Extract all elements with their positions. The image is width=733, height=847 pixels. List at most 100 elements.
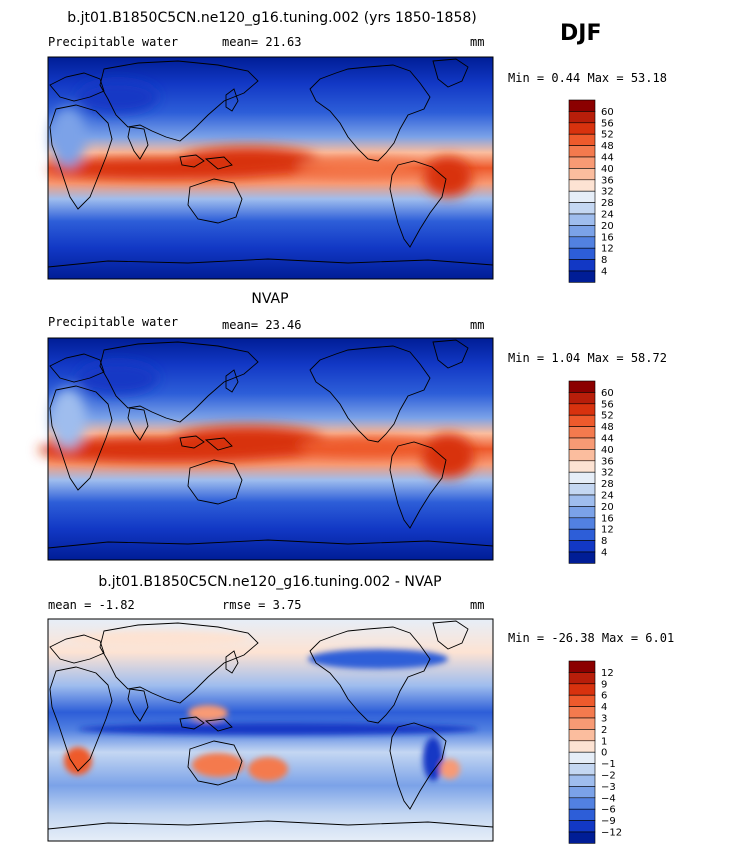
colorbar-tick-label: 60	[601, 388, 614, 399]
colorbar-tick-label: 12	[601, 244, 614, 255]
colorbar-swatch	[568, 540, 596, 553]
colorbar-tick-label: 8	[601, 255, 607, 266]
colorbar-swatch	[568, 528, 596, 541]
colorbar-tick-label: 24	[601, 210, 614, 221]
colorbar-swatch	[568, 683, 596, 696]
colorbar-tick-label: 48	[601, 422, 614, 433]
colorbar-swatch	[568, 190, 596, 203]
colorbar-swatch	[568, 494, 596, 507]
colorbar-tick-label: 56	[601, 399, 614, 410]
panel-title: NVAP	[251, 291, 288, 307]
colorbar-swatch	[568, 202, 596, 215]
colorbar-swatch	[568, 551, 596, 564]
colorbar-tick-label: 48	[601, 141, 614, 152]
panel-model: b.jt01.B1850C5CN.ne120_g16.tuning.002 (y…	[47, 10, 667, 283]
colorbar-tick-label: 16	[601, 232, 614, 243]
colorbar-tick-label: 12	[601, 525, 614, 536]
colorbar-swatch	[568, 168, 596, 181]
colorbar-swatch	[568, 213, 596, 226]
colorbar-swatch	[568, 403, 596, 416]
season-label: DJF	[560, 21, 601, 46]
colorbar-swatch	[568, 145, 596, 158]
colorbar-swatch	[568, 99, 596, 112]
colorbar-tick-label: 40	[601, 164, 614, 175]
colorbar-tick-label: 9	[601, 679, 607, 690]
colorbar-tick-label: 1	[601, 736, 607, 747]
panel-units: mm	[470, 35, 484, 49]
colorbar-tick-label: 44	[601, 434, 614, 445]
panel-center-label: rmse = 3.75	[222, 598, 301, 612]
colorbar-swatch	[568, 225, 596, 238]
panel-difference: b.jt01.B1850C5CN.ne120_g16.tuning.002 - …	[47, 574, 674, 844]
minmax-text: Min = 0.44 Max = 53.18	[508, 71, 667, 85]
colorbar-swatch	[568, 694, 596, 707]
colorbar-tick-label: 4	[601, 702, 607, 713]
colorbar-swatch	[568, 797, 596, 810]
panel-units: mm	[470, 598, 484, 612]
colorbar-tick-label: 0	[601, 748, 607, 759]
colorbar-swatch	[568, 460, 596, 473]
panel-center-label: mean= 21.63	[222, 35, 301, 49]
colorbar-swatch	[568, 449, 596, 462]
colorbar-swatch	[568, 259, 596, 272]
colorbar-tick-label: 56	[601, 118, 614, 129]
colorbar-swatch	[568, 133, 596, 146]
colorbar-swatch	[568, 414, 596, 427]
colorbar-tick-label: 52	[601, 411, 614, 422]
colorbar-swatch	[568, 179, 596, 192]
colorbar-tick-label: −3	[601, 782, 616, 793]
colorbar-swatch	[568, 122, 596, 135]
colorbar-swatch	[568, 660, 596, 673]
colorbar-tick-label: 12	[601, 668, 614, 679]
colorbar-tick-label: −2	[601, 771, 616, 782]
colorbar-swatch	[568, 740, 596, 753]
colorbar-swatch	[568, 437, 596, 450]
colorbar-swatch	[568, 247, 596, 260]
colorbar-tick-label: 60	[601, 107, 614, 118]
colorbar-tick-label: −6	[601, 805, 616, 816]
colorbar-swatch	[568, 763, 596, 776]
panel-left-label: Precipitable water	[48, 315, 178, 329]
colorbar-swatch	[568, 380, 596, 393]
map-frame	[47, 56, 494, 280]
colorbar-tick-label: 8	[601, 536, 607, 547]
colorbar-swatch	[568, 156, 596, 169]
colorbar-tick-label: 4	[601, 267, 607, 278]
colorbar-swatch	[568, 751, 596, 764]
colorbar-tick-label: 16	[601, 513, 614, 524]
colorbar-tick-label: −9	[601, 816, 616, 827]
colorbar-tick-label: 32	[601, 187, 614, 198]
colorbar-tick-label: 6	[601, 691, 607, 702]
colorbar-tick-label: 40	[601, 445, 614, 456]
colorbar-tick-label: 36	[601, 456, 614, 467]
colorbar-swatch	[568, 392, 596, 405]
colorbar-swatch	[568, 236, 596, 249]
colorbar-swatch	[568, 426, 596, 439]
colorbar-swatch	[568, 111, 596, 124]
panel-left-label: mean = -1.82	[48, 598, 135, 612]
panel-left-label: Precipitable water	[48, 35, 178, 49]
minmax-text: Min = 1.04 Max = 58.72	[508, 351, 667, 365]
colorbar-swatch	[568, 483, 596, 496]
colorbar-swatch	[568, 517, 596, 530]
colorbar-tick-label: 2	[601, 725, 607, 736]
colorbar-swatch	[568, 786, 596, 799]
colorbar-swatch	[568, 729, 596, 742]
colorbar-tick-label: 20	[601, 221, 614, 232]
panel-center-label: mean= 23.46	[222, 318, 301, 332]
colorbar-swatch	[568, 471, 596, 484]
minmax-text: Min = -26.38 Max = 6.01	[508, 631, 674, 645]
panel-units: mm	[470, 318, 484, 332]
colorbar-tick-label: 4	[601, 548, 607, 559]
colorbar-tick-label: 44	[601, 153, 614, 164]
colorbar-tick-label: 32	[601, 468, 614, 479]
colorbar-tick-label: 36	[601, 175, 614, 186]
map-frame	[38, 337, 494, 561]
map-frame	[47, 618, 494, 842]
colorbar-tick-label: 52	[601, 130, 614, 141]
panel-title: b.jt01.B1850C5CN.ne120_g16.tuning.002 - …	[98, 574, 441, 590]
